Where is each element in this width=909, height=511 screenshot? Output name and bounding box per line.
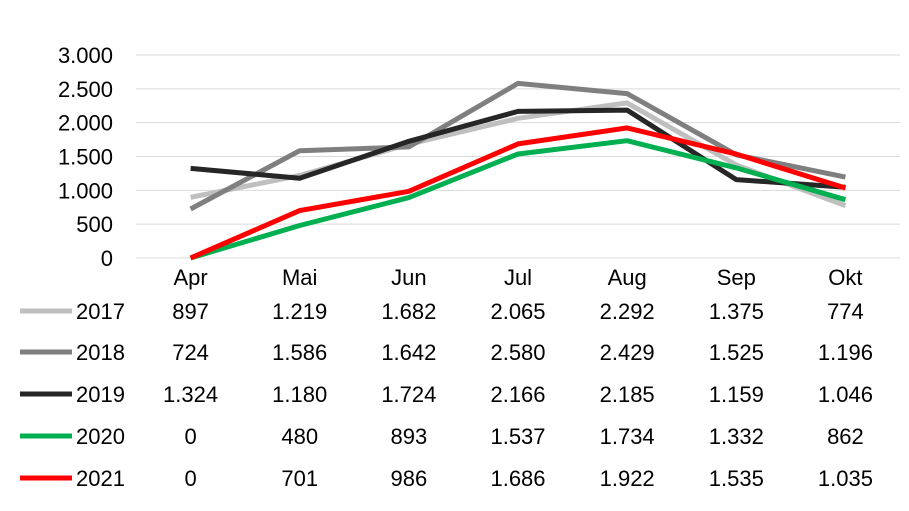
x-tick-label: Aug [608,265,647,290]
data-label: 1.724 [381,382,436,407]
data-label: 2.292 [600,299,655,324]
data-label: 1.686 [490,466,545,491]
series-line-2021 [189,125,847,261]
data-label: 1.324 [163,382,218,407]
data-label: 986 [390,466,427,491]
x-tick-label: Sep [717,265,756,290]
data-label: 701 [281,466,318,491]
data-label: 480 [281,424,318,449]
data-label: 2.429 [600,340,655,365]
data-label: 1.535 [709,466,764,491]
data-label: 893 [390,424,427,449]
data-label: 862 [827,424,864,449]
data-label: 0 [184,466,196,491]
data-table: 2017 897 1.219 1.682 2.065 2.292 1.375 774 2018 7… [20,299,873,491]
y-tick-label: 500 [76,212,113,237]
data-label: 1.375 [709,299,764,324]
series-lines [189,80,847,261]
y-tick-label: 1.000 [58,178,113,203]
data-label: 774 [827,299,864,324]
series-line-2020 [189,138,847,261]
legend-label: 2017 [76,299,125,324]
x-tick-label: Mai [282,265,317,290]
data-label: 1.642 [381,340,436,365]
data-label: 1.734 [600,424,655,449]
data-label: 1.159 [709,382,764,407]
data-label: 2.166 [490,382,545,407]
data-label: 2.580 [490,340,545,365]
data-label: 724 [172,340,209,365]
legend-label: 2019 [76,382,125,407]
legend-label: 2020 [76,424,125,449]
y-tick-label: 2.500 [58,77,113,102]
data-label: 1.180 [272,382,327,407]
data-label: 2.185 [600,382,655,407]
data-label: 1.525 [709,340,764,365]
data-label: 0 [184,424,196,449]
data-label: 1.922 [600,466,655,491]
y-tick-label: 1.500 [58,145,113,170]
y-axis-tick-labels: 0 500 1.000 1.500 2.000 2.500 3.000 [58,43,113,271]
x-tick-label: Okt [828,265,862,290]
series-line-2019 [190,107,846,190]
x-tick-label: Jun [391,265,426,290]
series-line-2017 [190,100,847,208]
data-label: 1.035 [818,466,873,491]
x-axis-tick-labels: Apr Mai Jun Jul Aug Sep Okt [173,265,862,290]
data-label: 1.586 [272,340,327,365]
x-tick-label: Jul [504,265,532,290]
data-label: 1.046 [818,382,873,407]
data-label: 1.196 [818,340,873,365]
data-label: 897 [172,299,209,324]
data-label: 1.332 [709,424,764,449]
legend-label: 2018 [76,340,125,365]
data-label: 1.219 [272,299,327,324]
x-tick-label: Apr [173,265,207,290]
legend-label: 2021 [76,466,125,491]
y-tick-label: 2.000 [58,111,113,136]
data-label: 1.537 [490,424,545,449]
y-tick-label: 0 [101,246,113,271]
data-label: 2.065 [490,299,545,324]
data-label: 1.682 [381,299,436,324]
y-tick-label: 3.000 [58,43,113,68]
